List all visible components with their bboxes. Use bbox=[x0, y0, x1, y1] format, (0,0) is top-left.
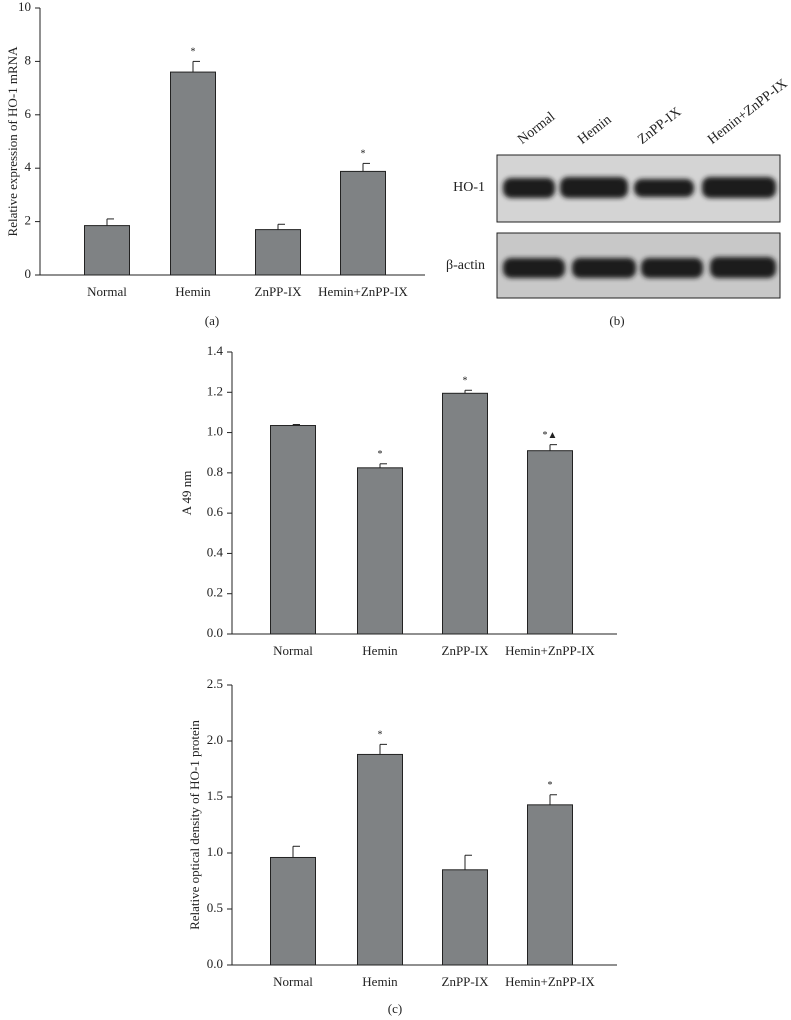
y-tick-label: 1.0 bbox=[207, 424, 223, 439]
lane-label: Normal bbox=[515, 109, 558, 147]
x-tick-label: Hemin bbox=[362, 643, 398, 658]
panel-label: (c) bbox=[388, 1001, 402, 1016]
y-tick-label: 2.0 bbox=[207, 732, 223, 747]
band bbox=[634, 179, 694, 197]
annotation: * bbox=[463, 376, 468, 387]
band bbox=[560, 177, 628, 198]
bar bbox=[84, 225, 130, 276]
bar bbox=[340, 170, 386, 276]
y-axis-label: Relative optical density of HO-1 protein bbox=[187, 720, 202, 930]
panel-label: (b) bbox=[609, 313, 624, 328]
lane-label: Hemin bbox=[575, 112, 614, 147]
x-tick-label: Hemin+ZnPP-IX bbox=[505, 643, 595, 658]
bar bbox=[270, 425, 316, 635]
y-tick-label: 2 bbox=[25, 213, 32, 228]
bar bbox=[527, 804, 573, 966]
annotation: *▲ bbox=[543, 430, 558, 441]
y-tick-label: 0.0 bbox=[207, 625, 223, 640]
y-tick-label: 0.8 bbox=[207, 464, 223, 479]
y-tick-label: 0 bbox=[25, 266, 32, 281]
row-label: HO-1 bbox=[453, 180, 485, 195]
annotation: * bbox=[548, 780, 553, 791]
x-tick-label: Normal bbox=[273, 643, 313, 658]
lane-label: ZnPP-IX bbox=[635, 105, 684, 148]
y-tick-label: 4 bbox=[25, 159, 32, 174]
annotation: * bbox=[378, 730, 383, 741]
x-tick-label: Hemin bbox=[175, 284, 211, 299]
y-tick-label: 1.4 bbox=[207, 343, 224, 358]
band bbox=[702, 177, 776, 198]
annotation: * bbox=[378, 449, 383, 460]
panel-label: (a) bbox=[205, 313, 219, 328]
y-tick-label: 1.0 bbox=[207, 844, 223, 859]
y-tick-label: 0.0 bbox=[207, 956, 223, 971]
lane-label: Hemin+ZnPP-IX bbox=[705, 76, 790, 147]
x-tick-label: ZnPP-IX bbox=[255, 284, 303, 299]
bar bbox=[527, 450, 573, 635]
y-tick-label: 0.6 bbox=[207, 504, 224, 519]
band bbox=[641, 258, 703, 278]
x-tick-label: ZnPP-IX bbox=[442, 974, 490, 989]
bar bbox=[357, 753, 403, 966]
bar bbox=[442, 869, 488, 966]
y-tick-label: 10 bbox=[18, 0, 31, 14]
bar bbox=[357, 467, 403, 635]
x-tick-label: ZnPP-IX bbox=[442, 643, 490, 658]
row-label: β-actin bbox=[446, 258, 485, 273]
y-tick-label: 0.4 bbox=[207, 544, 224, 559]
bar bbox=[442, 392, 488, 635]
band bbox=[710, 257, 776, 278]
y-axis-label: A 49 nm bbox=[179, 471, 194, 516]
bar bbox=[170, 71, 216, 276]
y-axis-label: Relative expression of HO-1 mRNA bbox=[5, 46, 20, 237]
annotation: * bbox=[361, 149, 366, 160]
x-tick-label: Normal bbox=[87, 284, 127, 299]
band bbox=[572, 258, 636, 278]
bar bbox=[270, 856, 316, 966]
y-tick-label: 0.2 bbox=[207, 585, 223, 600]
y-tick-label: 1.2 bbox=[207, 383, 223, 398]
y-tick-label: 8 bbox=[25, 52, 32, 67]
band bbox=[503, 178, 555, 198]
x-tick-label: Normal bbox=[273, 974, 313, 989]
y-tick-label: 0.5 bbox=[207, 900, 223, 915]
y-tick-label: 1.5 bbox=[207, 788, 223, 803]
bar bbox=[255, 229, 301, 276]
annotation: * bbox=[191, 47, 196, 58]
y-tick-label: 6 bbox=[25, 106, 32, 121]
x-tick-label: Hemin+ZnPP-IX bbox=[505, 974, 595, 989]
x-tick-label: Hemin+ZnPP-IX bbox=[318, 284, 408, 299]
band bbox=[503, 258, 565, 278]
x-tick-label: Hemin bbox=[362, 974, 398, 989]
western-blot bbox=[496, 154, 781, 299]
y-tick-label: 2.5 bbox=[207, 676, 223, 691]
